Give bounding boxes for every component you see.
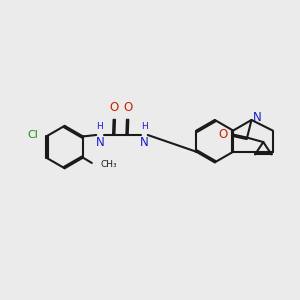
- Text: N: N: [253, 110, 262, 124]
- Text: H: H: [96, 122, 103, 130]
- Text: N: N: [140, 136, 149, 148]
- Text: O: O: [124, 101, 133, 114]
- Text: O: O: [109, 101, 118, 114]
- Text: CH₃: CH₃: [100, 160, 117, 169]
- Text: Cl: Cl: [27, 130, 38, 140]
- Text: H: H: [141, 122, 148, 130]
- Text: N: N: [95, 136, 104, 148]
- Text: O: O: [219, 128, 228, 141]
